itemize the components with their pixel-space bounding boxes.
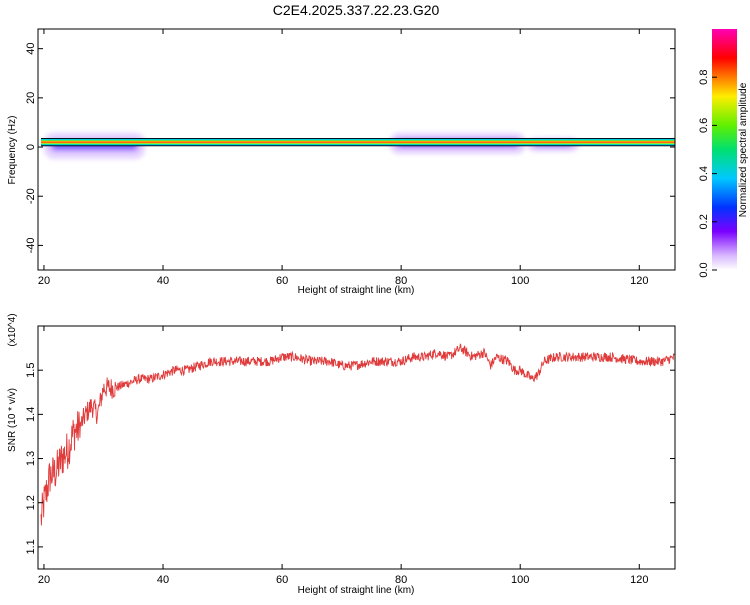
colorbar-ticks: 0.0 0.2 0.4 0.6 0.8 xyxy=(698,70,717,278)
snr-x-tick-label: 20 xyxy=(38,574,50,586)
spectrogram-y-axis: 40 20 0 -20 -40 xyxy=(25,43,675,253)
spectrogram-frame xyxy=(37,28,676,271)
colorbar-tick-label: 0.8 xyxy=(698,70,710,85)
spectrogram-y-tick-label: -40 xyxy=(25,237,37,253)
spectrogram-x-tick-label: 100 xyxy=(511,275,529,287)
spectrogram-y-label: Frequency (Hz) xyxy=(7,116,18,185)
spectrogram-x-tick-label: 80 xyxy=(395,275,407,287)
colorbar-tick-label: 0.4 xyxy=(698,166,710,181)
snr-x-tick-label: 40 xyxy=(157,574,169,586)
spectrogram-x-label: Height of straight line (km) xyxy=(298,285,415,296)
spectrogram-x-axis: 20 40 60 80 100 120 xyxy=(38,29,648,287)
snr-y-tick-label: 1.1 xyxy=(25,539,37,554)
spectrogram-x-tick-label: 40 xyxy=(157,275,169,287)
snr-x-label: Height of straight line (km) xyxy=(298,585,415,596)
colorbar: 0.0 0.2 0.4 0.6 0.8 Normalized spectral ampl… xyxy=(698,29,749,278)
snr-panel: 20 40 60 80 100 120 1.5 1.4 1.3 1.2 1.1 Height of… xyxy=(7,313,676,596)
snr-y-tick-label: 1.3 xyxy=(25,451,37,466)
spectrogram-y-tick-label: 0 xyxy=(25,144,37,150)
spectrogram-panel: 20 40 60 80 100 120 40 20 0 -20 -40 Height of str… xyxy=(7,28,676,296)
spectrogram-y-tick-label: 20 xyxy=(25,92,37,104)
snr-y-axis: 1.5 1.4 1.3 1.2 1.1 xyxy=(25,363,675,555)
spectrogram-y-tick-label: -20 xyxy=(25,188,37,204)
colorbar-tick-label: 0.6 xyxy=(698,118,710,133)
figure-title: C2E4.2025.337.22.23.G20 xyxy=(273,2,440,18)
colorbar-tick-label: 0.0 xyxy=(698,262,710,277)
spectrogram-y-tick-label: 40 xyxy=(25,43,37,55)
spectrogram-x-tick-label: 20 xyxy=(38,275,50,287)
snr-y-tick-label: 1.5 xyxy=(25,363,37,378)
spectrogram-x-tick-label: 60 xyxy=(276,275,288,287)
snr-x-tick-label: 80 xyxy=(395,574,407,586)
colorbar-tick-label: 0.2 xyxy=(698,214,710,229)
snr-plot-area xyxy=(40,343,675,526)
snr-y-tick-label: 1.4 xyxy=(25,407,37,422)
colorbar-gradient xyxy=(712,29,737,270)
snr-series-line xyxy=(40,343,675,526)
snr-y-tick-label: 1.2 xyxy=(25,495,37,510)
snr-x-tick-label: 60 xyxy=(276,574,288,586)
snr-x-tick-label: 100 xyxy=(511,574,529,586)
snr-y-multiplier: (x10^4) xyxy=(7,313,18,346)
spectrogram-plot-area xyxy=(40,132,675,160)
spectrogram-main-band xyxy=(40,138,675,146)
snr-x-axis: 20 40 60 80 100 120 xyxy=(38,326,648,586)
snr-frame xyxy=(37,325,676,570)
snr-y-label: SNR (10 * v/v) xyxy=(7,388,18,452)
colorbar-label: Normalized spectral amplitude xyxy=(738,82,749,217)
snr-x-tick-label: 120 xyxy=(630,574,648,586)
spectrogram-x-tick-label: 120 xyxy=(630,275,648,287)
